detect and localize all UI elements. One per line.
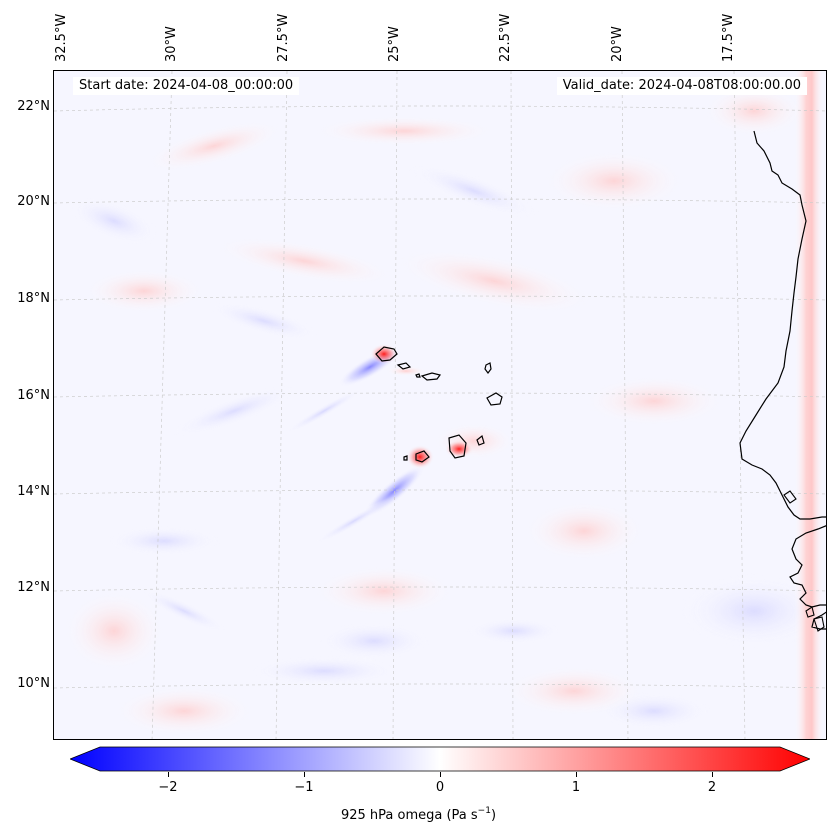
- lon-label-20w: 20°W: [610, 26, 625, 62]
- lat-label-18n: 18°N: [17, 291, 50, 306]
- valid-date-label: Valid_date: 2024-04-08T08:00:00.00: [556, 77, 807, 95]
- island-fogo: [415, 450, 430, 463]
- colorbar-tick-mark: [440, 772, 441, 777]
- lat-label-20n: 20°N: [17, 194, 50, 209]
- island-brava: [403, 455, 408, 461]
- gridlines: [54, 71, 826, 739]
- colorbar-tick-mark: [304, 772, 305, 777]
- lon-label-27-5w: 27.5°W: [276, 13, 291, 62]
- island-santa-luzia: [415, 373, 421, 378]
- negative-omega-field: [66, 162, 826, 731]
- island-santo-antao: [375, 346, 398, 362]
- lat-label-14n: 14°N: [17, 484, 50, 499]
- colorbar-title: 925 hPa omega (Pa s−1): [340, 805, 497, 823]
- lon-label-25w: 25°W: [387, 26, 402, 62]
- island-santiago: [448, 434, 467, 459]
- cape-verde-islands: [375, 346, 503, 463]
- colorbar-tick-label: 2: [707, 780, 717, 795]
- lon-label-32-5w: 32.5°W: [54, 13, 69, 62]
- colorbar-ticks: −2 −1 0 1 2: [70, 772, 810, 796]
- colorbar-gradient: [70, 746, 810, 772]
- coast-islet-2: [805, 606, 815, 618]
- colorbar-tick-mark: [712, 772, 713, 777]
- lat-label-10n: 10°N: [17, 676, 50, 691]
- start-date-label: Start date: 2024-04-08_00:00:00: [73, 77, 300, 95]
- island-maio: [476, 434, 485, 446]
- colorbar-tick-mark: [576, 772, 577, 777]
- lon-label-22-5w: 22.5°W: [498, 13, 513, 62]
- coastal-band: [794, 71, 824, 739]
- colorbar: [70, 746, 810, 772]
- colorbar-tick-label: −1: [294, 780, 314, 795]
- colorbar-tick-label: 0: [435, 780, 445, 795]
- lat-label-22n: 22°N: [17, 99, 50, 114]
- colorbar-tick-label: 1: [571, 780, 581, 795]
- island-sao-nicolau: [420, 372, 442, 381]
- map-canvas: [54, 71, 826, 739]
- lat-label-12n: 12°N: [17, 580, 50, 595]
- colorbar-tick-label: −2: [158, 780, 178, 795]
- lon-label-17-5w: 17.5°W: [721, 13, 736, 62]
- map-panel: Start date: 2024-04-08_00:00:00 Valid_da…: [53, 70, 827, 740]
- coast-islet-3: [813, 616, 825, 632]
- lat-label-16n: 16°N: [17, 388, 50, 403]
- lon-label-30w: 30°W: [164, 26, 179, 62]
- colorbar-tick-mark: [168, 772, 169, 777]
- island-sal: [484, 362, 492, 374]
- island-sao-vicente: [396, 362, 412, 370]
- island-boa-vista: [486, 392, 503, 406]
- coast-islet-1: [783, 490, 797, 504]
